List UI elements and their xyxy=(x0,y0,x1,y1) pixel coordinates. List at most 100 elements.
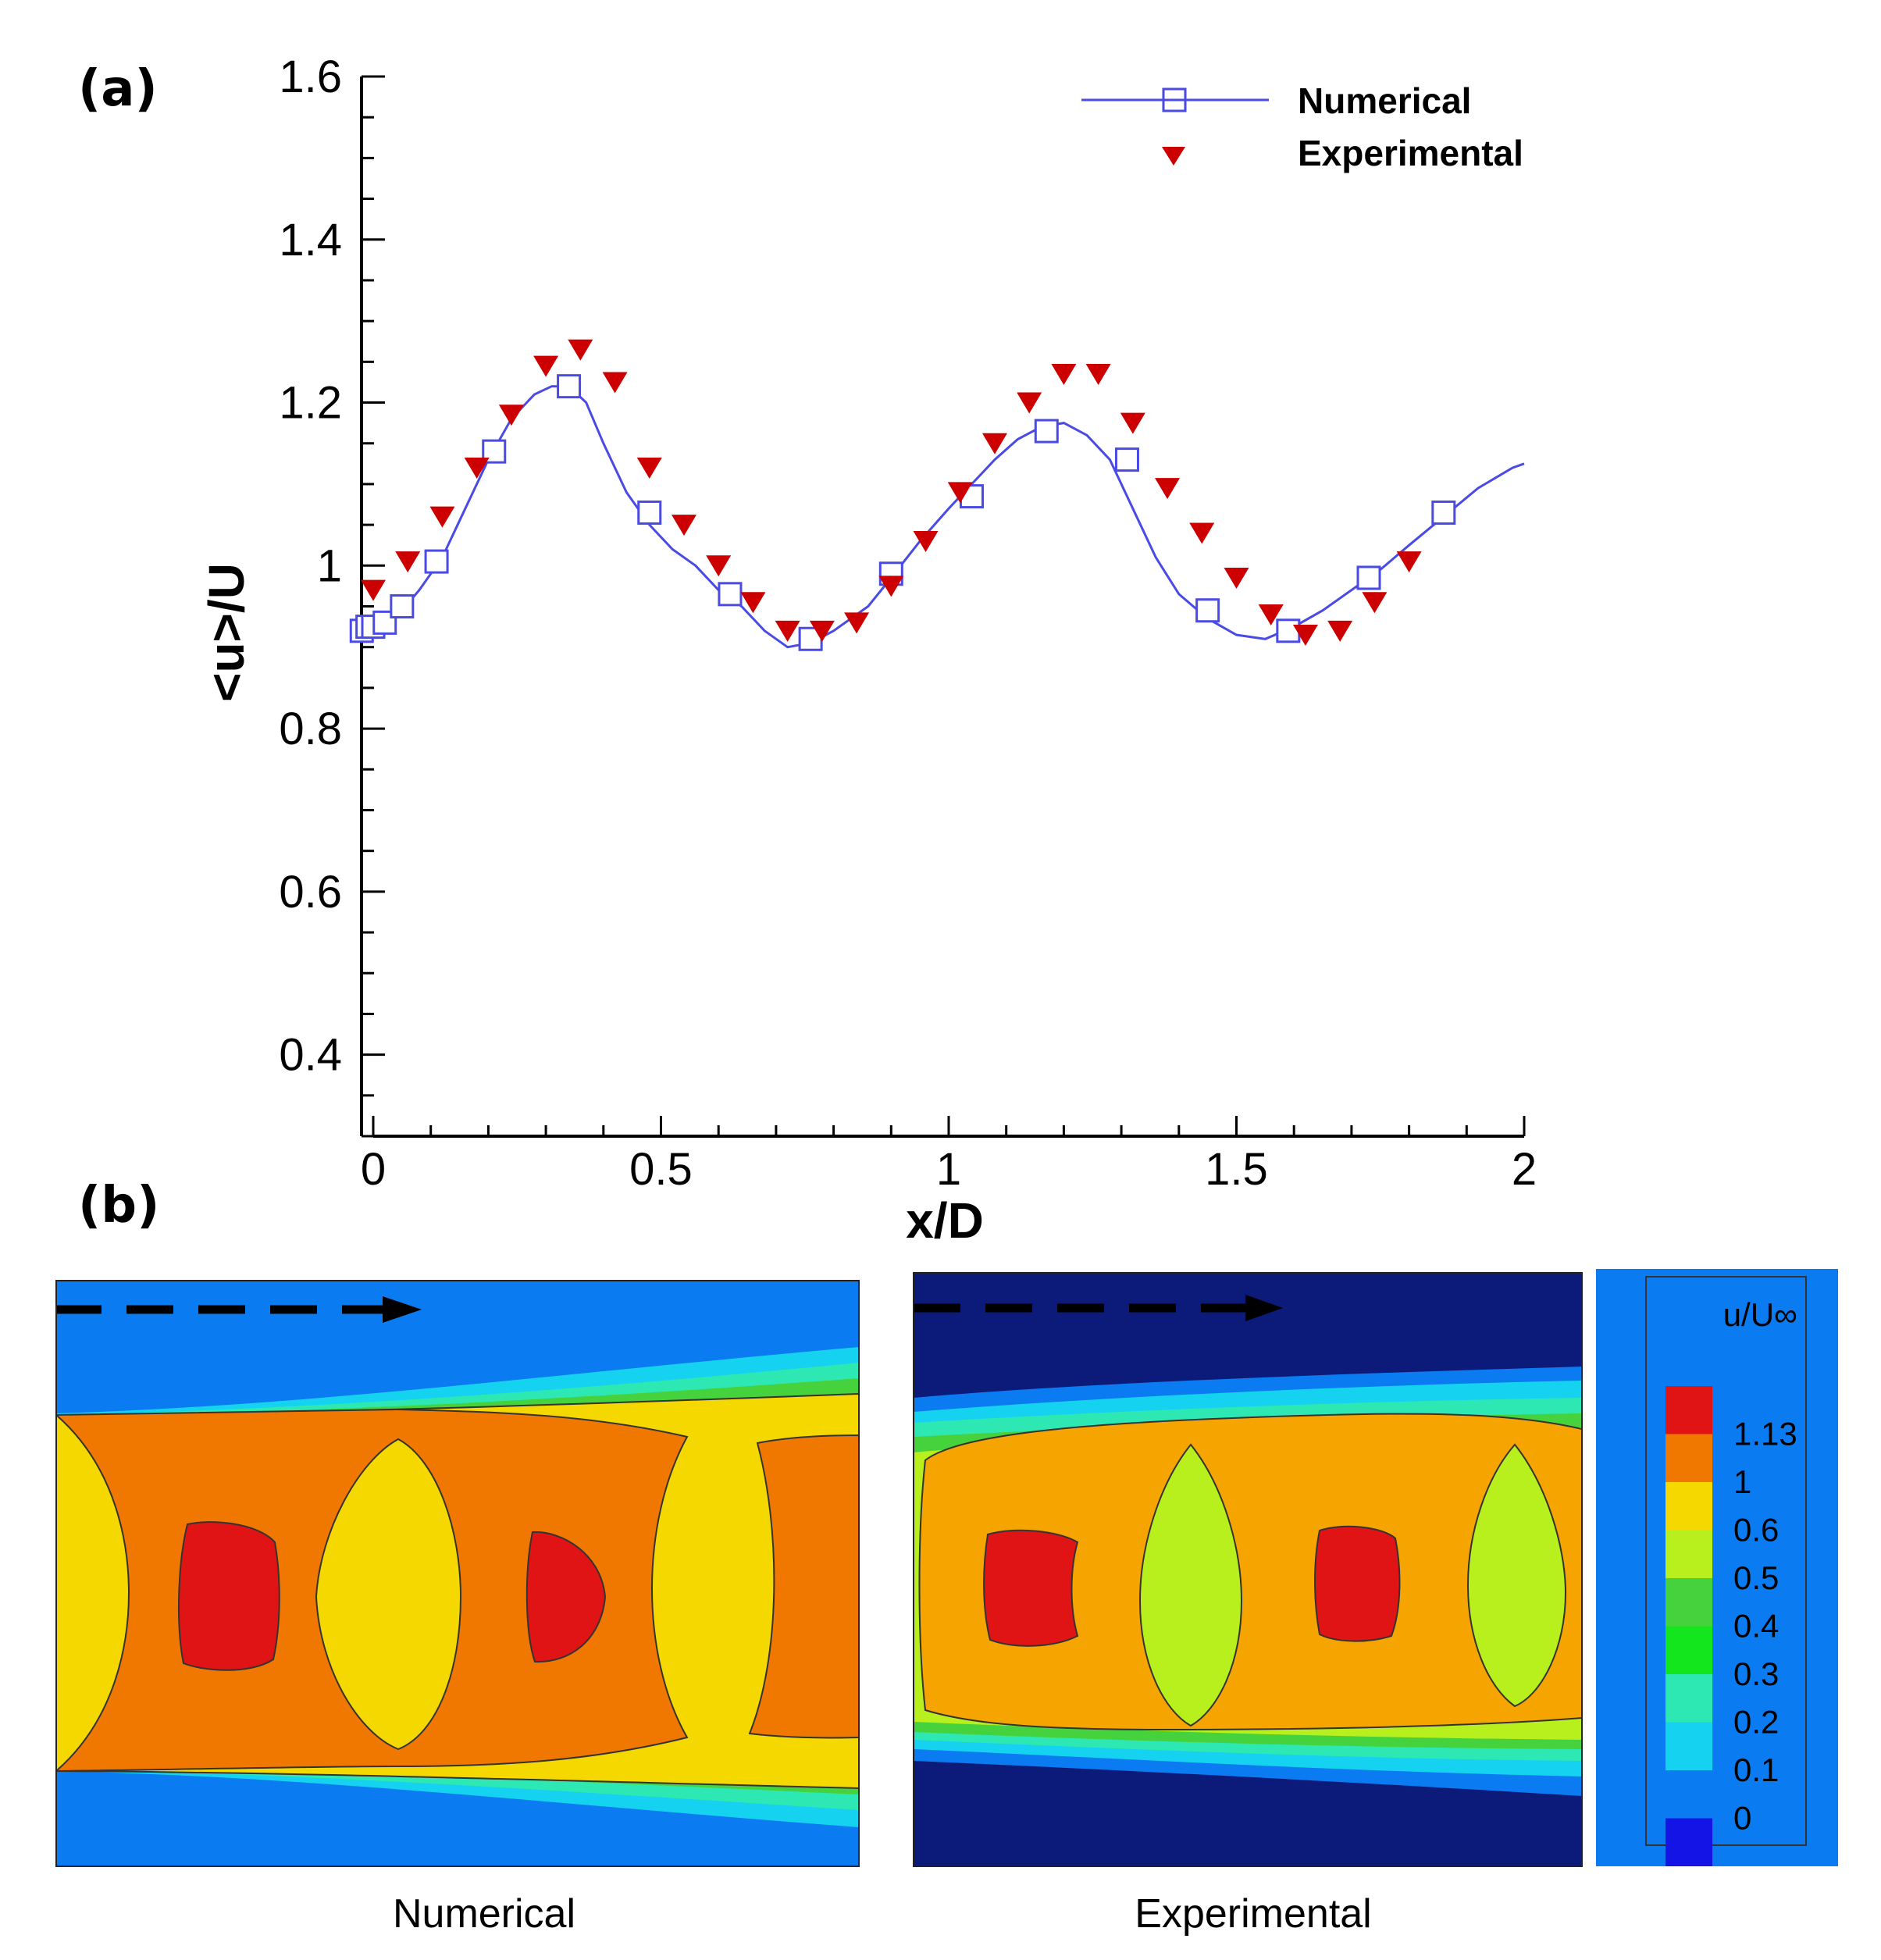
x-tick-label: 1.5 xyxy=(1205,1144,1268,1195)
chart-a-y-ticks: 0.4 0.6 0.8 1 1.2 1.4 1.6 xyxy=(279,52,385,1138)
y-tick-label: 1 xyxy=(317,540,342,591)
experimental-lens-2 xyxy=(1466,1443,1567,1708)
experimental-point xyxy=(1362,592,1388,614)
legend-experimental-marker xyxy=(1162,147,1185,166)
experimental-point xyxy=(568,339,593,361)
experimental-point xyxy=(1017,392,1042,414)
experimental-point xyxy=(947,482,973,504)
numerical-point xyxy=(424,549,449,574)
numerical-point xyxy=(1356,565,1381,590)
colorbar-swatch xyxy=(1665,1578,1712,1627)
colorbar-swatch xyxy=(1665,1674,1712,1723)
colorbar-frame xyxy=(1645,1276,1807,1846)
experimental-point xyxy=(464,458,490,479)
experimental-point xyxy=(1224,567,1249,589)
colorbar-label: 0 xyxy=(1733,1800,1751,1837)
colorbar-label: 0.1 xyxy=(1733,1752,1779,1788)
colorbar-swatch xyxy=(1665,1770,1712,1819)
contour-numerical xyxy=(56,1281,859,1866)
numerical-flow-arrow-head xyxy=(383,1296,422,1323)
experimental-core-1 xyxy=(983,1529,1079,1647)
numerical-point xyxy=(1431,500,1456,525)
contour-experimental xyxy=(914,1273,1582,1866)
y-tick-label: 1.6 xyxy=(279,52,342,102)
colorbar-swatch xyxy=(1665,1386,1712,1434)
numerical-point xyxy=(1034,419,1059,444)
legend-numerical-label: Numerical xyxy=(1298,80,1471,121)
experimental-point xyxy=(706,555,732,577)
experimental-point xyxy=(1327,620,1353,642)
numerical-point xyxy=(718,582,743,607)
y-axis-label: <u>/U xyxy=(198,563,255,702)
experimental-point xyxy=(1155,478,1181,500)
numerical-point xyxy=(1276,618,1301,643)
colorbar-swatch xyxy=(1665,1434,1712,1482)
experimental-core-2 xyxy=(1314,1525,1401,1642)
colorbar-swatch xyxy=(1665,1818,1712,1866)
numerical-core-1 xyxy=(177,1521,280,1671)
colorbar-swatch xyxy=(1665,1482,1712,1531)
colorbar-title: u/U∞ xyxy=(1723,1296,1797,1333)
legend-numerical-marker xyxy=(1162,87,1187,112)
chart-a: 0 0.5 1 1.5 2 0.40.60.811.21.41.6 x/D <u>/U … xyxy=(198,52,1537,1249)
experimental-lens-1 xyxy=(1138,1443,1243,1727)
colorbar-swatch xyxy=(1665,1626,1712,1674)
experimental-point xyxy=(1396,551,1422,573)
experimental-point xyxy=(1189,522,1215,544)
experimental-flow-arrow-head xyxy=(1245,1295,1283,1321)
chart-a-axes xyxy=(360,77,1524,1138)
experimental-point xyxy=(671,515,696,536)
numerical-point xyxy=(557,374,582,399)
colorbar-label: 0.2 xyxy=(1733,1704,1779,1741)
numerical-point xyxy=(1195,598,1220,623)
experimental-point xyxy=(1258,604,1284,625)
experimental-point xyxy=(809,620,835,642)
panel-label-a: (a) xyxy=(78,60,158,118)
x-tick-label: 0.5 xyxy=(629,1144,693,1195)
x-tick-label: 0 xyxy=(361,1144,386,1195)
experimental-point xyxy=(361,579,386,601)
numerical-core-2 xyxy=(525,1531,607,1663)
experimental-point xyxy=(1051,364,1077,386)
experimental-point xyxy=(844,612,870,634)
experimental-point xyxy=(1120,412,1145,434)
experimental-frame xyxy=(913,1272,1583,1867)
experimental-point xyxy=(498,404,524,426)
experimental-point xyxy=(429,506,455,528)
numerical-point xyxy=(1114,447,1139,472)
numerical-lens-1 xyxy=(315,1438,462,1751)
panel-label-b: (b) xyxy=(78,1177,159,1235)
x-tick-label: 2 xyxy=(1512,1144,1537,1195)
experimental-point xyxy=(395,551,421,573)
chart-a-series xyxy=(349,339,1525,651)
colorbar: u/U∞ 1.13 1 0.6 0.5 0.4 0.3 0.2 0.1 0 xyxy=(1596,1269,1838,1866)
y-tick-label: 1.4 xyxy=(279,215,342,265)
y-tick-label: 0.8 xyxy=(279,704,342,754)
y-tick-label: 1.2 xyxy=(279,378,342,429)
colorbar-swatch xyxy=(1665,1722,1712,1770)
colorbar-label: 1 xyxy=(1733,1463,1751,1500)
experimental-point xyxy=(533,355,559,377)
colorbar-panel xyxy=(1596,1269,1838,1866)
numerical-point xyxy=(390,594,415,618)
experimental-point xyxy=(602,372,628,394)
numerical-cell-2 xyxy=(748,1434,859,1739)
x-tick-label: 1 xyxy=(936,1144,961,1195)
experimental-point xyxy=(775,620,800,642)
y-tick-label: 0.6 xyxy=(279,867,342,918)
colorbar-label: 0.5 xyxy=(1733,1559,1779,1596)
colorbar-label: 0.6 xyxy=(1733,1512,1779,1548)
chart-a-x-ticks: 0 0.5 1 1.5 2 xyxy=(361,1116,1537,1195)
experimental-point xyxy=(878,576,904,597)
experimental-point xyxy=(981,433,1007,454)
legend: Numerical Experimental xyxy=(1081,80,1523,173)
experimental-jet-core xyxy=(918,1413,1582,1731)
experimental-point xyxy=(740,592,766,614)
numerical-point xyxy=(637,500,662,525)
caption-numerical: Numerical xyxy=(393,1891,575,1937)
legend-experimental-label: Experimental xyxy=(1298,133,1523,173)
colorbar-label: 0.4 xyxy=(1733,1608,1779,1645)
colorbar-label: 1.13 xyxy=(1733,1416,1797,1452)
experimental-point xyxy=(1085,364,1111,386)
